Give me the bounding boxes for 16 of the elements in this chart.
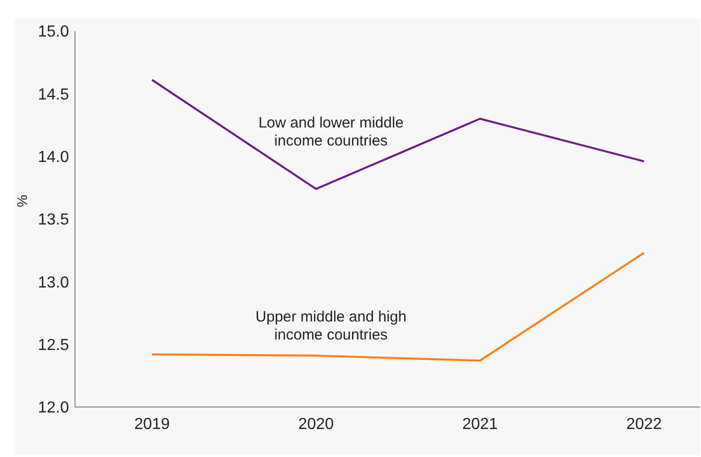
x-tick-label: 2021 [462,416,498,433]
y-tick-label: 13.0 [38,274,70,292]
line-series [151,78,645,190]
y-tick-label: 14.5 [38,86,70,104]
y-axis-title: % [14,194,30,208]
x-tick-label: 2022 [626,416,662,433]
x-tick-label: 2020 [298,416,334,433]
y-tick-label: 12.5 [38,336,70,354]
series-label: Upper middle and high income countries [256,308,406,344]
x-tick-label: 2019 [134,416,170,433]
y-tick-label: 13.5 [38,212,70,229]
y-tick-label: 14.0 [38,148,70,166]
y-tick-label: 12.0 [38,400,70,417]
series-label: Low and lower middle income countries [258,114,404,150]
line-series [151,252,645,362]
y-tick-label: 15.0 [38,24,70,41]
